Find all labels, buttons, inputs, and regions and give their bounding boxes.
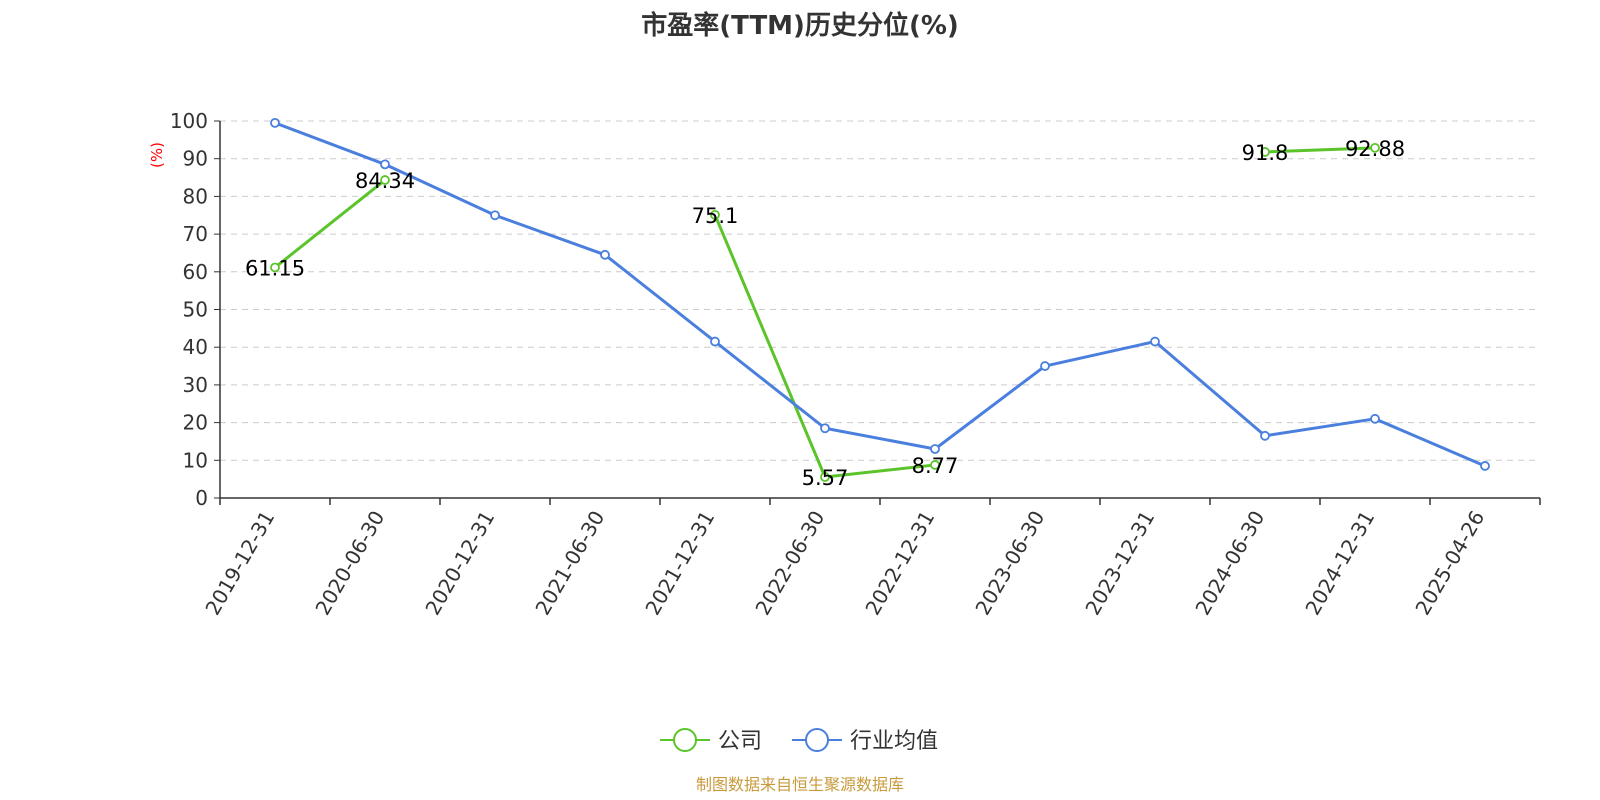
data-point[interactable] — [710, 209, 720, 220]
y-tick-label: 10 — [183, 448, 208, 472]
data-point[interactable] — [1040, 361, 1050, 371]
x-tick-label: 2020-12-31 — [420, 507, 499, 620]
y-axis-label: (%) — [148, 142, 166, 168]
legend-swatch-marker — [673, 728, 697, 752]
data-point[interactable] — [1370, 142, 1380, 153]
x-tick-label: 2023-12-31 — [1080, 507, 1159, 620]
data-point[interactable] — [1260, 430, 1270, 441]
data-point[interactable] — [1260, 147, 1270, 157]
data-point[interactable] — [600, 249, 610, 260]
series-line-0 — [713, 214, 936, 479]
data-point[interactable] — [820, 423, 830, 434]
data-labels: 61.15 84.34 75.1 5.57 8.77 91.8 92.88 — [245, 137, 1405, 490]
y-tick-label: 50 — [183, 298, 208, 322]
y-tick-label: 80 — [183, 184, 208, 208]
x-tick-label: 2023-06-30 — [970, 507, 1049, 620]
series-line-1 — [274, 121, 1486, 468]
y-tick-label: 40 — [183, 335, 208, 359]
data-label: 75.1 — [692, 204, 739, 228]
data-label: 92.88 — [1345, 137, 1405, 161]
x-tick-label: 2025-04-26 — [1410, 507, 1489, 620]
data-point[interactable] — [710, 336, 720, 347]
x-tick-label: 2021-12-31 — [640, 507, 719, 620]
x-tick-label: 2024-06-30 — [1190, 507, 1269, 620]
data-label: 84.34 — [355, 169, 415, 193]
y-tick-label: 90 — [183, 147, 208, 171]
y-tick-label: 0 — [195, 486, 208, 510]
y-tick-label: 20 — [183, 411, 208, 435]
y-tick-label: 70 — [183, 222, 208, 246]
y-tick-label: 100 — [170, 109, 208, 133]
gridlines — [220, 120, 1540, 461]
x-tick-label: 2019-12-31 — [200, 507, 279, 620]
data-point[interactable] — [380, 175, 390, 185]
data-point[interactable] — [1370, 413, 1380, 424]
data-label: 91.8 — [1242, 141, 1289, 165]
x-tick-label: 2022-12-31 — [860, 507, 939, 620]
x-tick-label: 2021-06-30 — [530, 507, 609, 620]
series — [270, 117, 1490, 482]
data-point[interactable] — [930, 444, 940, 454]
data-label: 5.57 — [802, 466, 849, 490]
data-label: 8.77 — [912, 454, 959, 478]
data-point[interactable] — [1150, 336, 1160, 347]
data-point[interactable] — [270, 262, 280, 273]
x-tick-label: 2020-06-30 — [310, 507, 389, 620]
legend-swatch-marker — [805, 728, 829, 752]
y-tick-label: 30 — [183, 373, 208, 397]
data-point[interactable] — [820, 472, 830, 482]
data-point[interactable] — [490, 210, 500, 221]
data-point[interactable] — [930, 460, 940, 470]
data-point[interactable] — [270, 117, 280, 128]
series-line-0 — [274, 178, 386, 269]
data-point[interactable] — [380, 159, 390, 170]
series-line-0 — [1264, 146, 1376, 154]
x-tick-label: 2022-06-30 — [750, 507, 829, 620]
data-point[interactable] — [1480, 461, 1490, 471]
legend-item-label[interactable]: 行业均值 — [850, 729, 938, 754]
legend-item-label[interactable]: 公司 — [718, 729, 762, 754]
x-tick-label: 2024-12-31 — [1300, 507, 1379, 620]
y-tick-label: 60 — [183, 260, 208, 284]
data-label: 61.15 — [245, 256, 305, 280]
legend[interactable]: 公司 行业均值 — [660, 728, 938, 754]
chart-title: 市盈率(TTM)历史分位(%) — [641, 10, 959, 41]
source-note: 制图数据来自恒生聚源数据库 — [696, 775, 904, 794]
